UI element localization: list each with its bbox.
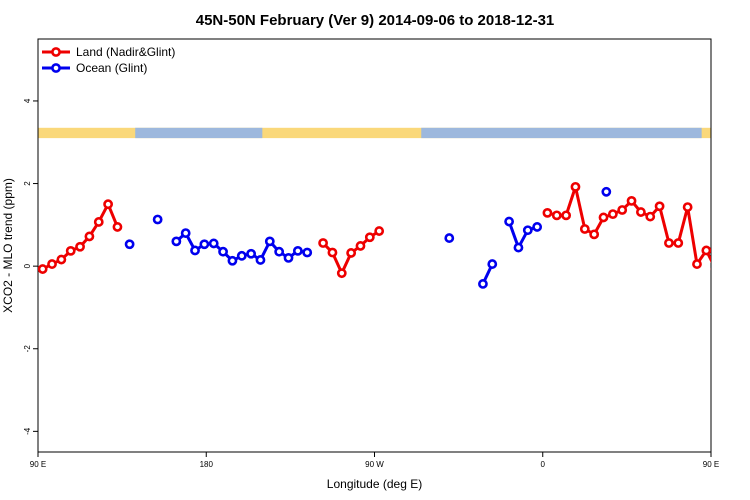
data-point	[355, 241, 366, 251]
y-axis-label: XCO2 - MLO trend (ppm)	[1, 178, 15, 313]
series-line	[547, 185, 711, 266]
data-point	[635, 207, 646, 217]
data-point	[740, 247, 747, 254]
data-point	[65, 245, 76, 256]
legend: Land (Nadir&Glint) Ocean (Glint)	[42, 45, 175, 75]
data-point	[336, 268, 347, 279]
data-point	[731, 255, 738, 262]
legend-marker	[51, 63, 61, 73]
data-point	[274, 246, 285, 257]
data-point	[152, 214, 163, 225]
data-point	[682, 202, 693, 212]
y-tick-label: -4	[23, 427, 32, 435]
data-point	[227, 255, 238, 266]
data-point	[84, 231, 95, 242]
chart-title: 45N-50N February (Ver 9) 2014-09-06 to 2…	[196, 12, 555, 29]
data-point	[721, 260, 728, 267]
data-point	[56, 254, 67, 265]
series-line	[41, 202, 119, 271]
x-tick-label: 180	[200, 460, 214, 469]
series-ocean	[124, 186, 612, 289]
data-point	[38, 264, 48, 274]
data-point	[570, 181, 581, 192]
x-tick-label: 90 W	[365, 460, 384, 469]
data-point	[710, 267, 711, 271]
y-tick-label: -2	[23, 345, 32, 353]
series-land	[38, 181, 747, 279]
x-tick-label: 90 E	[703, 460, 719, 469]
data-point	[561, 210, 572, 221]
ocean-band	[135, 127, 263, 139]
data-point	[579, 224, 590, 234]
series	[38, 181, 747, 289]
data-point	[487, 259, 498, 269]
data-point	[327, 247, 338, 258]
data-point	[692, 259, 702, 269]
data-point	[264, 236, 275, 247]
data-point	[190, 245, 200, 256]
data-point	[199, 239, 210, 250]
legend-marker	[51, 47, 61, 57]
data-point	[255, 255, 266, 265]
data-point	[171, 236, 182, 247]
data-point	[374, 226, 385, 236]
axes: 90 E 180 90 W 0 90 E 4 2 0 -2 -4	[23, 98, 719, 469]
data-point	[664, 238, 674, 248]
data-point	[654, 201, 665, 212]
data-point	[701, 245, 711, 256]
data-point	[208, 238, 219, 249]
data-point	[598, 212, 609, 223]
ocean-band	[421, 127, 702, 139]
data-point	[292, 245, 303, 256]
y-tick-label: 2	[23, 181, 32, 186]
data-point	[617, 205, 628, 215]
data-point	[601, 186, 612, 197]
data-point	[93, 217, 104, 227]
series-line	[507, 221, 538, 250]
legend-entry: Land (Nadir&Glint)	[76, 45, 175, 59]
data-point	[103, 199, 114, 210]
data-point	[346, 248, 357, 258]
data-point	[607, 209, 618, 220]
data-point	[318, 238, 328, 248]
data-point	[673, 238, 684, 248]
x-tick-label: 90 E	[30, 460, 46, 469]
data-point	[246, 248, 257, 259]
data-point	[444, 233, 455, 243]
data-point	[551, 210, 562, 221]
data-point	[478, 279, 488, 289]
y-tick-label: 0	[23, 263, 32, 268]
data-point	[302, 247, 313, 258]
land-ocean-mask	[38, 127, 711, 139]
data-point	[542, 207, 553, 218]
data-point	[124, 239, 135, 250]
data-point	[236, 250, 247, 261]
data-point	[364, 232, 375, 243]
y-tick-label: 4	[23, 98, 32, 103]
data-point	[180, 228, 191, 239]
data-point	[112, 222, 123, 232]
data-point	[522, 225, 533, 236]
data-point	[532, 222, 543, 232]
data-point	[47, 259, 57, 269]
data-point	[645, 211, 656, 222]
data-point	[283, 252, 294, 263]
data-point	[626, 195, 637, 206]
x-tick-label: 0	[541, 460, 546, 469]
land-band	[38, 127, 711, 139]
data-point	[513, 242, 524, 253]
legend-entry: Ocean (Glint)	[76, 61, 147, 75]
data-point	[589, 229, 600, 240]
data-point	[504, 216, 514, 227]
x-axis-label: Longitude (deg E)	[327, 477, 422, 491]
data-point	[218, 246, 228, 257]
plot-frame	[37, 38, 712, 453]
data-point	[75, 241, 85, 252]
